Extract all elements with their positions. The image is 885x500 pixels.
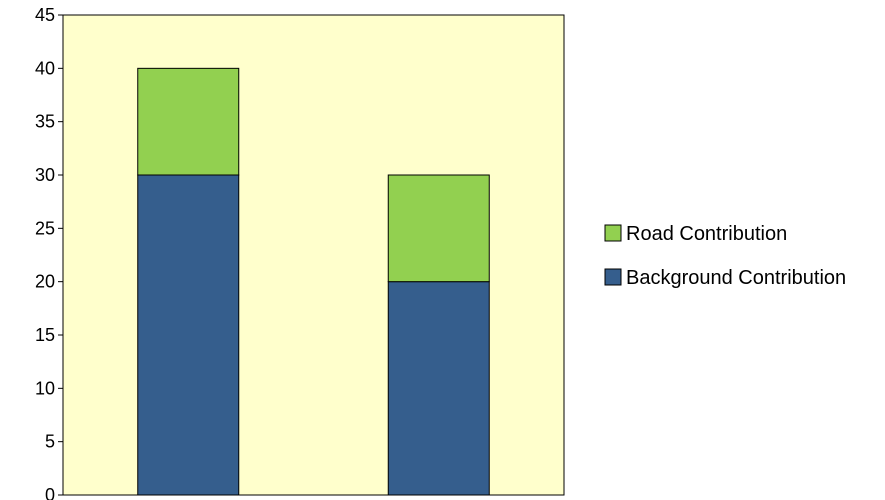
bar-road-1 xyxy=(137,67,240,176)
y-tick-label: 15 xyxy=(35,325,55,345)
bar-road-2 xyxy=(387,174,490,283)
legend-label: Background Contribution xyxy=(626,267,846,289)
y-tick-label: 25 xyxy=(35,218,55,238)
y-tick-label: 45 xyxy=(35,5,55,25)
y-tick-label: 0 xyxy=(45,485,55,500)
y-tick-label: 40 xyxy=(35,58,55,78)
y-tick-label: 10 xyxy=(35,378,55,398)
y-tick-label: 30 xyxy=(35,165,55,185)
y-tick-label: 35 xyxy=(35,112,55,132)
bar-background-1 xyxy=(137,174,240,496)
bar-background-2 xyxy=(387,281,490,496)
bars-group xyxy=(137,67,490,496)
legend-swatch xyxy=(604,224,622,242)
legend-label: Road Contribution xyxy=(626,223,787,245)
y-tick-label: 20 xyxy=(35,272,55,292)
y-tick-label: 5 xyxy=(45,432,55,452)
legend: Road Contribution Background Contribution xyxy=(604,223,846,289)
legend-swatch xyxy=(604,268,622,286)
y-axis: 0 5 10 15 20 25 30 35 40 45 xyxy=(35,5,63,500)
